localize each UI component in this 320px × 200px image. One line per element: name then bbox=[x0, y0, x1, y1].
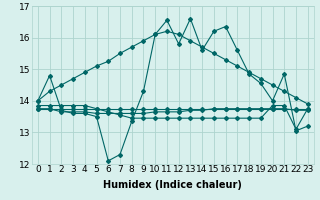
X-axis label: Humidex (Indice chaleur): Humidex (Indice chaleur) bbox=[103, 180, 242, 190]
